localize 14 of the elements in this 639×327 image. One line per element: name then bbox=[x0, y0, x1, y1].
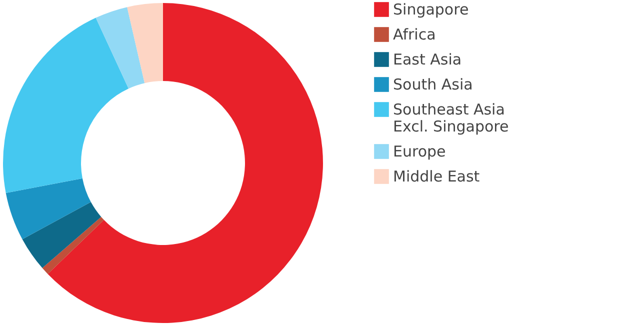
legend-label: Southeast Asia Excl. Singapore bbox=[393, 100, 509, 136]
legend-label: South Asia bbox=[393, 76, 473, 94]
donut-slice bbox=[96, 7, 145, 89]
legend-label: Singapore bbox=[393, 0, 469, 18]
donut-slice bbox=[127, 3, 163, 84]
donut-slice bbox=[48, 3, 323, 323]
donut-slice bbox=[42, 216, 104, 274]
legend-label: Europe bbox=[393, 142, 446, 160]
donut-slice bbox=[22, 202, 102, 268]
legend-label: Africa bbox=[393, 26, 436, 44]
donut-slice bbox=[6, 178, 91, 240]
legend-label: East Asia bbox=[393, 50, 462, 68]
legend-label: Middle East bbox=[393, 168, 480, 186]
donut-slice bbox=[3, 18, 129, 193]
